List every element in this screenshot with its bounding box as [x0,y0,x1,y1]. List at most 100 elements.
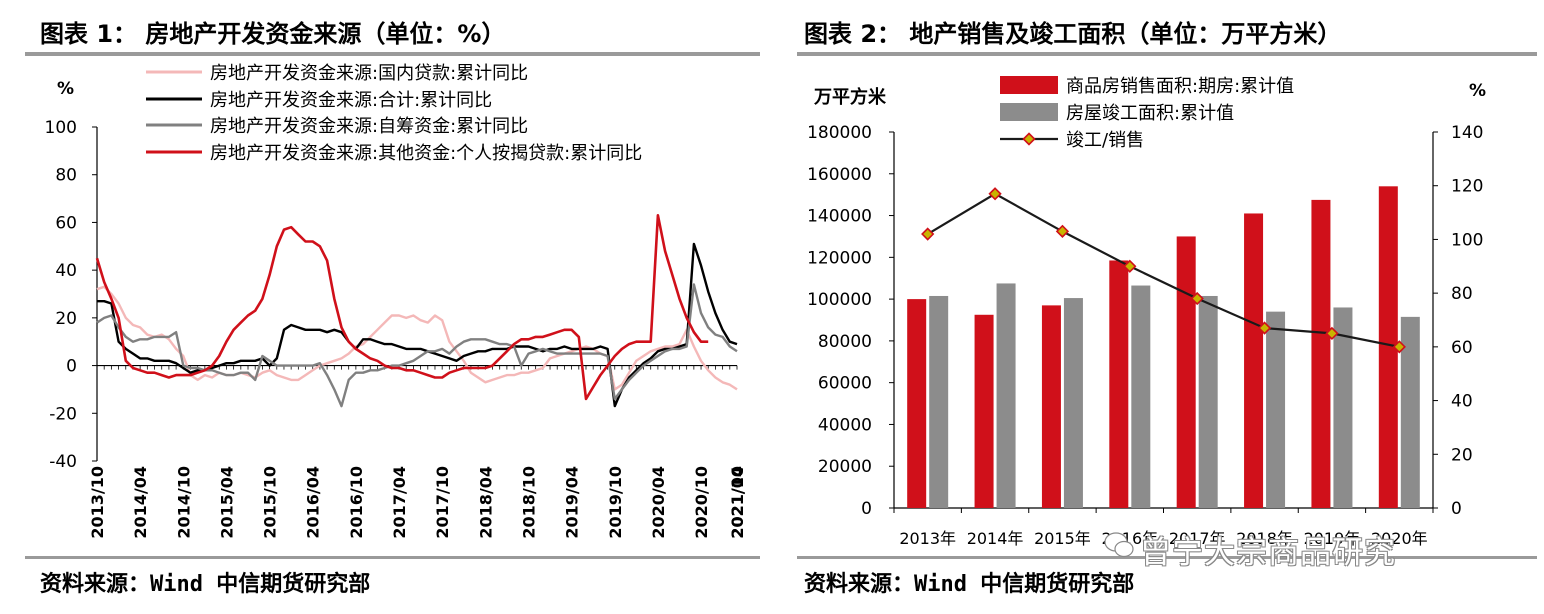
x-tick-label: 2019/10 [606,466,625,539]
legend-swatch-ratio-marker [1022,132,1036,146]
y-right-tick-label: 100 [1451,230,1483,250]
bar-completion-5 [1198,295,1218,508]
bar-sales-8 [1378,186,1398,509]
y-left-tick-label: 40000 [818,415,872,435]
y-tick-label: 60 [55,213,77,233]
line-chart: -40 -20 0 20 40 60 80 100% 2013/10 2014/04 2014/10… [45,63,747,539]
x-tick-label: 2016/10 [347,466,366,539]
bar-completion-3 [1063,298,1083,508]
ratio-marker-7 [1325,326,1339,341]
ratio-marker-4 [1123,259,1137,273]
y-left-tick-label: 60000 [818,374,872,394]
title-divider [797,52,1537,56]
legend-label-ratio: 竣工/销售 [1066,130,1144,151]
legend-label-completion: 房屋竣工面积:累计值 [1066,103,1234,124]
series-line-3 [96,283,738,408]
y-axis-unit: % [57,79,74,99]
y-right-tick-label: 80 [1451,284,1473,304]
x-tick-label: 2013/10 [88,466,107,539]
bar-sales-1 [907,299,927,508]
y-tick-label: 0 [66,357,77,377]
x-tick-label: 2020/04 [649,466,668,539]
bar-sales-5 [1176,236,1196,508]
bar-sales-2 [974,314,994,508]
bar-line-combo-chart: 0 20000 40000 60000 80000 100000 120000 140000 1… [807,76,1486,548]
x-tick-label: 2014年 [967,529,1024,548]
legend-label-2: 房地产开发资金来源:合计:累计同比 [210,90,492,111]
legend-swatch-completion [1000,103,1058,121]
x-tick-label: 2017/04 [390,466,409,539]
watermark: 曾宁大宗商品研究 [1140,535,1396,571]
x-tick-label: 2021/10 [728,466,747,539]
y-tick-label: 20 [55,309,77,329]
legend-swatch-sales [1000,76,1058,94]
x-tick-label: 2017年 [1169,529,1226,548]
chart-panel-2: 图表 2： 地产销售及竣工面积（单位：万平方米） 0 20000 40000 6000… [772,0,1544,614]
chart-1-title: 图表 1： 房地产开发资金来源（单位：%） [40,20,506,48]
bar-completion-2 [996,283,1016,508]
y-tick-label: 100 [45,118,77,138]
x-tick-label: 2016/04 [304,466,323,539]
source-note: 资料来源：Wind 中信期货研究部 [804,572,1135,597]
ratio-line [927,192,1400,348]
y-right-unit: % [1469,81,1486,101]
bar-sales-7 [1311,199,1331,508]
x-tick-label: 2017/10 [433,466,452,539]
legend-label-3: 房地产开发资金来源:自筹资金:累计同比 [210,116,528,137]
bar-completion-6 [1266,311,1286,508]
legend-label-sales: 商品房销售面积:期房:累计值 [1066,76,1294,97]
ratio-marker-8 [1392,340,1406,354]
bar-completion-7 [1333,307,1353,508]
title-divider [25,52,760,56]
y-left-tick-label: 160000 [807,165,872,185]
source-divider [797,556,1537,559]
x-tick-label: 2015/04 [217,466,236,539]
legend-label-4: 房地产开发资金来源:其他资金:个人按揭贷款:累计同比 [210,143,642,164]
y-right-tick-label: 120 [1451,177,1483,197]
y-left-tick-label: 0 [861,499,872,519]
x-tick-label: 2018/04 [476,466,495,539]
x-tick-label: 2014/10 [174,466,193,539]
y-right-tick-label: 40 [1451,392,1473,412]
series-line-1 [96,285,738,391]
bar-completion-4 [1131,285,1151,508]
y-left-tick-label: 100000 [807,290,872,310]
x-tick-label: 2020年 [1371,529,1428,548]
y-left-tick-label: 20000 [818,457,872,477]
chart-2-title: 图表 2： 地产销售及竣工面积（单位：万平方米） [804,20,1342,48]
x-tick-label: 2019/04 [563,466,582,539]
x-tick-label: 2021/04 [728,466,747,539]
x-tick-label: 2014/04 [131,466,150,539]
chart-panel-1: 图表 1： 房地产开发资金来源（单位：%） -40 -20 0 20 40 60 80 100… [0,0,770,614]
x-tick-label: 2020/10 [692,466,711,539]
bar-sales-4 [1109,260,1129,508]
series-line-2 [97,242,738,408]
y-tick-label: -20 [49,404,77,424]
y-tick-label: -40 [49,452,77,472]
x-tick-label: 2015/10 [261,466,280,539]
source-note: 资料来源：Wind 中信期货研究部 [40,572,371,597]
y-left-unit: 万平方米 [813,86,887,108]
y-tick-label: 80 [55,166,77,186]
source-divider [25,556,760,559]
ratio-marker-5 [1190,291,1204,306]
y-right-tick-label: 0 [1451,499,1462,519]
x-tick-label: 2018/10 [519,466,538,539]
y-left-tick-label: 80000 [818,332,872,352]
y-left-tick-label: 180000 [807,123,872,143]
series-line-4 [95,214,709,401]
x-tick-label: 2013年 [899,529,956,548]
y-tick-label: 40 [55,261,77,281]
y-left-tick-label: 120000 [807,248,872,268]
bar-completion-8 [1400,316,1420,508]
y-right-tick-label: 60 [1451,338,1473,358]
legend-label-1: 房地产开发资金来源:国内贷款:累计同比 [210,63,528,84]
ratio-marker-3 [1055,224,1070,239]
y-left-tick-label: 140000 [807,207,872,227]
bar-completion-1 [929,295,949,508]
x-tick-label: 2019年 [1304,529,1361,548]
y-right-tick-label: 140 [1451,123,1483,143]
bar-sales-3 [1041,305,1061,508]
ratio-marker-2 [988,187,1002,201]
x-tick-label: 2018年 [1236,529,1293,548]
